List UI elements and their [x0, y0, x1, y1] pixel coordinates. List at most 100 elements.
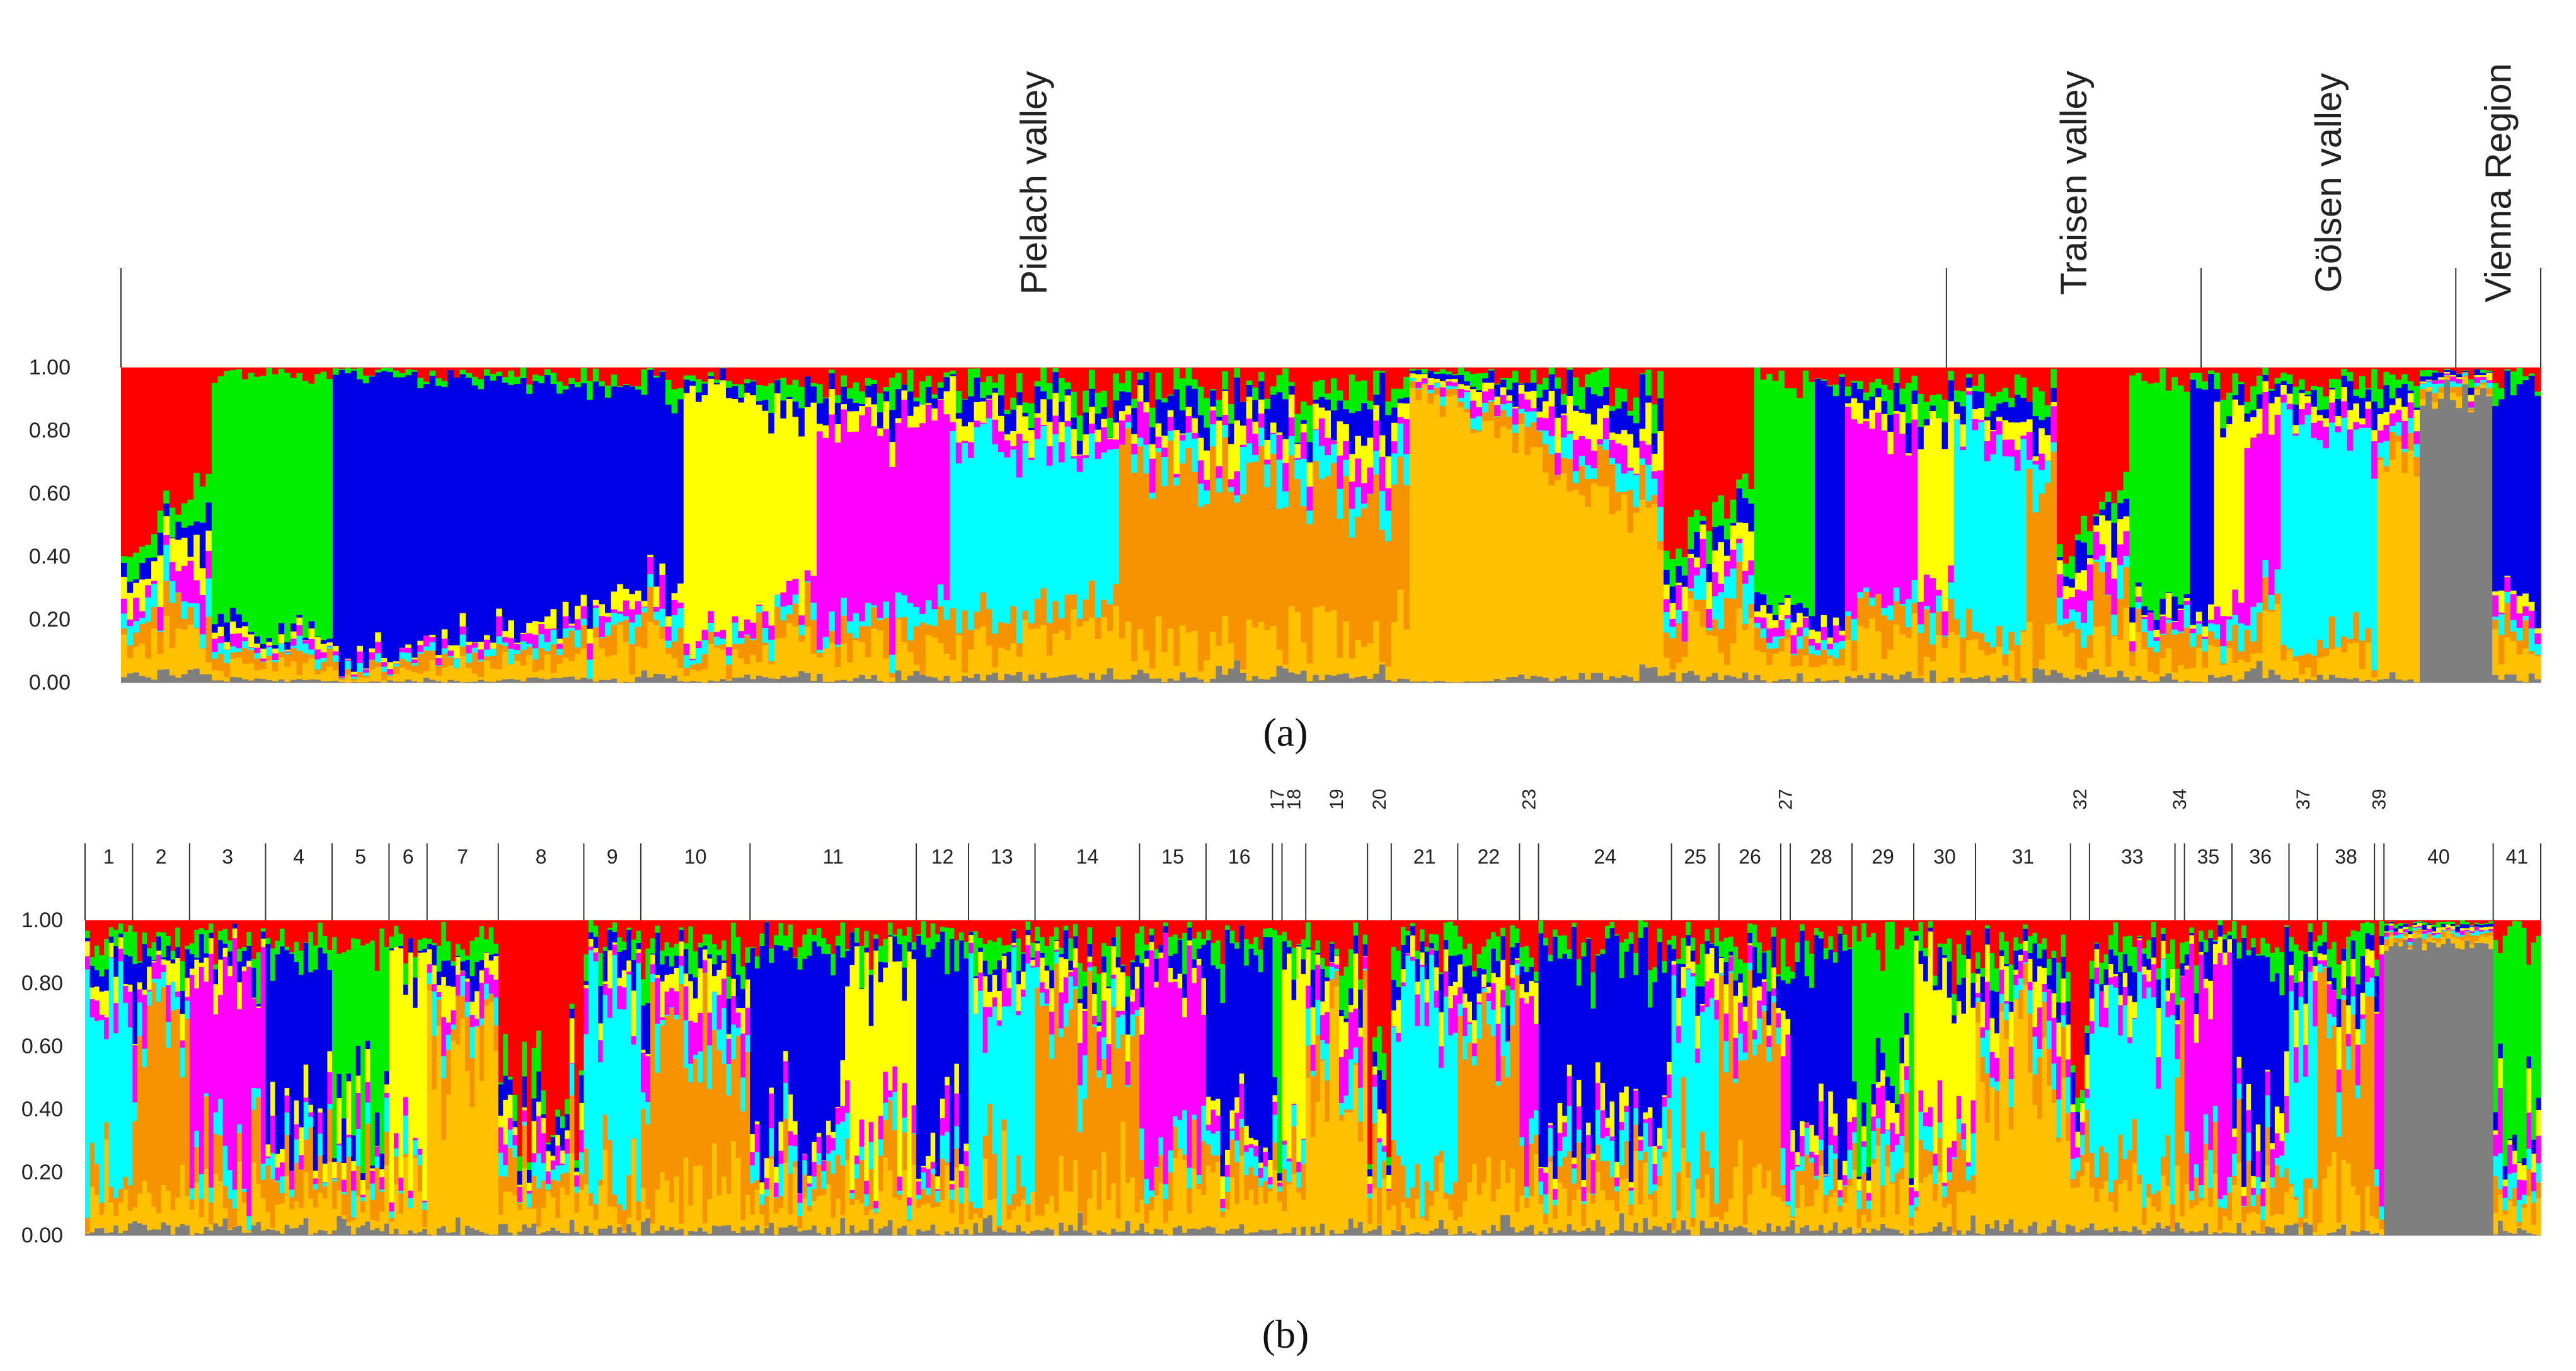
panel-a-bar-393-orange [2498, 635, 2505, 665]
panel-a-bar-337-blue [2159, 598, 2166, 615]
panel-a-bar-334-cyan [2141, 619, 2148, 633]
panel-a-bar-7-cyan [163, 545, 170, 582]
panel-a-bar-39-green [357, 367, 364, 380]
panel-a-bar-339-green [2171, 377, 2178, 597]
panel-a-bar-81-green [611, 374, 618, 387]
panel-a-bar-268-yellow [1742, 523, 1749, 572]
panel-a-bar-141-gold [974, 629, 980, 674]
panel-a-bar-253-gold [1651, 504, 1658, 668]
panel-b-bar-9-red [127, 920, 133, 926]
panel-a-bar-30-magenta [302, 640, 309, 644]
panel-a-bar-144-blue [992, 388, 999, 393]
panel-a-bar-272-blue [1766, 605, 1773, 614]
panel-b-bar-52-gray [331, 1230, 338, 1236]
panel-a-bar-156-red [1064, 367, 1071, 383]
panel-b-bar-30-gray [227, 1230, 233, 1236]
panel-b-bar-33-blue [241, 951, 247, 967]
panel-a-bar-33-green [320, 371, 327, 640]
panel-a-bar-135-cyan [938, 584, 945, 607]
panel-a-bar-304-orange [1960, 637, 1967, 673]
panel-b-bar-130-orange [702, 973, 708, 1223]
panel-a-bar-322-cyan [2069, 609, 2076, 622]
panel-b-bar-82-gold [474, 1027, 480, 1230]
panel-a-bar-95-magenta [696, 641, 703, 649]
panel-b-bar-126-blue [683, 949, 689, 974]
panel-a-bar-9-red [175, 367, 182, 516]
panel-b-bar-77-green [451, 961, 456, 966]
panel-b-bar-81-green [469, 940, 475, 976]
panel-b-bar-106-orange [589, 1193, 594, 1206]
panel-a-bar-61-gold [490, 668, 497, 683]
panel-a-bar-273-orange [1772, 648, 1779, 654]
panel-a-bar-126-red [883, 367, 890, 388]
panel-a-bar-191-orange [1276, 509, 1283, 651]
panel-a-bar-39-red [357, 367, 364, 369]
panel-a-bar-62-gray [496, 680, 503, 683]
panel-a-bar-303-red [1953, 367, 1960, 391]
panel-a-bar-147-yellow [1010, 431, 1017, 447]
panel-a-bar-122-orange [859, 625, 866, 643]
panel-b-bar-37-magenta [260, 947, 267, 1164]
panel-a-bar-236-cyan [1548, 436, 1555, 454]
panel-a-bar-65-orange [514, 654, 521, 661]
panel-b-bar-133-gray [716, 1226, 722, 1236]
panel-b-bar-129-cyan [698, 1051, 703, 1083]
panel-a-bar-280-yellow [1815, 631, 1822, 644]
panel-a-bar-59-gold [478, 677, 485, 680]
panel-a-bar-86-magenta [641, 606, 648, 608]
panel-b-bar-144-red [769, 920, 774, 949]
panel-a-bar-149-yellow [1022, 416, 1029, 441]
panel-b-bar-104-blue [578, 1075, 585, 1104]
panel-a-bar-299-cyan [1929, 613, 1936, 645]
panel-a-bar-244-yellow [1597, 408, 1604, 440]
panel-a-bar-391-yellow [2486, 373, 2493, 381]
panel-a-bar-35-red [333, 367, 340, 369]
panel-a-bar-213-green [1409, 368, 1416, 371]
panel-b-bar-141-orange [754, 1179, 760, 1190]
panel-b-bar-146-orange [778, 1196, 784, 1208]
panel-b-bar-91-green [517, 1156, 523, 1172]
panel-b-bar-147-orange [783, 1118, 789, 1164]
panel-a-bar-176-orange [1185, 448, 1192, 633]
panel-b-bar-136-magenta [731, 996, 737, 1025]
panel-a-bar-342-green [2190, 373, 2197, 380]
panel-a-bar-217-green [1434, 371, 1440, 374]
panel-a-bar-396-cyan [2516, 628, 2523, 641]
panel-a-bar-90-red [665, 367, 672, 381]
panel-a-bar-63-yellow [502, 631, 509, 637]
panel-a-bar-169-magenta [1143, 412, 1150, 445]
panel-a-bar-156-magenta [1064, 420, 1071, 427]
panel-b-bar-119-gold [650, 1223, 656, 1234]
panel-a-bar-289-red [1869, 367, 1876, 383]
panel-b-bar-100-yellow [560, 1150, 565, 1164]
panel-a-bar-268-red [1742, 367, 1749, 474]
panel-a-bar-116-gray [822, 681, 829, 683]
panel-a-bar-39-cyan [357, 663, 364, 673]
panel-a-bar-10-gold [181, 630, 188, 675]
panel-a-bar-139-yellow [962, 426, 969, 441]
panel-b-bar-119-magenta [650, 964, 656, 975]
panel-a-bar-205-green [1361, 380, 1368, 404]
panel-a-bar-275-orange [1785, 629, 1791, 639]
panel-a-bar-381-gray [2425, 391, 2432, 683]
panel-b-bar-64-orange [389, 1217, 394, 1222]
panel-a-bar-58-yellow [471, 642, 478, 643]
panel-a-bar-17-yellow [224, 642, 231, 650]
panel-b-bar-122-blue [664, 956, 670, 976]
panel-a-bar-304-yellow [1960, 424, 1967, 447]
panel-a-bar-153-gray [1046, 678, 1053, 683]
panel-a-bar-10-cyan [181, 601, 188, 620]
panel-a-bar-4-gold [145, 658, 152, 678]
panel-a-bar-218-yellow [1439, 381, 1446, 388]
panel-a-bar-233-blue [1530, 383, 1537, 391]
panel-a-bar-333-cyan [2135, 602, 2142, 609]
panel-a-bar-358-gray [2286, 680, 2293, 683]
panel-a-bar-306-blue [1972, 391, 1979, 410]
panel-b-bar-105-magenta [584, 988, 589, 1034]
panel-b-bar-61-yellow [374, 1145, 380, 1147]
panel-b-bar-146-red [778, 920, 784, 923]
panel-a-bar-37-orange [345, 669, 352, 675]
panel-b-bar-95-gray [536, 1234, 542, 1236]
panel-a-bar-29-gray [296, 679, 303, 683]
panel-a-bar-378-gold [2407, 450, 2414, 680]
